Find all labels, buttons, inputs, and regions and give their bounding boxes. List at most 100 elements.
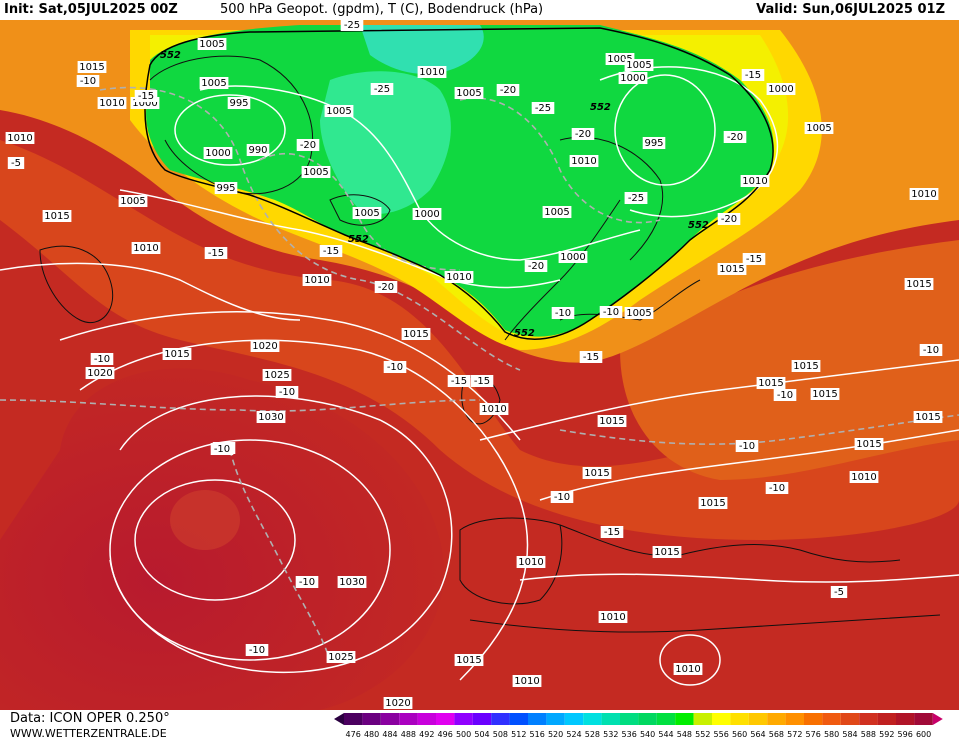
init-time: Init: Sat,05JUL2025 00Z (4, 2, 178, 17)
geopot-label: 552 (348, 234, 369, 245)
legend-value: 500 (456, 730, 471, 739)
legend-value: 592 (879, 730, 894, 739)
legend-swatch (748, 713, 768, 725)
temperature-label-box (383, 361, 407, 373)
temperature-label-text: -10 (603, 307, 619, 318)
temperature-label-box (134, 90, 158, 102)
legend-swatch (896, 713, 915, 725)
pressure-label-box (262, 369, 292, 381)
pressure-label: 1005 (352, 207, 382, 219)
pressure-label-text: 1025 (328, 652, 353, 663)
pressure-label: 1020 (383, 697, 413, 709)
legend-value: 560 (732, 730, 747, 739)
geopot-label: 552 (160, 50, 181, 61)
pressure-label-box (569, 155, 599, 167)
pressure-label-text: 1015 (719, 264, 744, 275)
temperature-label-text: -20 (721, 214, 737, 225)
pressure-label-text: 1010 (851, 472, 876, 483)
color-legend: 476 480 484 488 492 496 500 504 508 512 516 520 524 5… (334, 713, 943, 739)
pressure-label-text: 1005 (354, 208, 379, 219)
temperature-label: -20 (296, 139, 320, 151)
legend-swatch (914, 713, 933, 725)
pressure-label-box (417, 66, 447, 78)
legend-value: 576 (806, 730, 821, 739)
temperature-label-text: -15 (474, 376, 490, 387)
pressure-label-box (479, 403, 509, 415)
legend-value: 528 (585, 730, 600, 739)
pressure-label-text: 1005 (626, 308, 651, 319)
legend-value: 476 (346, 730, 361, 739)
isobar-low-995-east (614, 74, 716, 186)
pressure-label-box (909, 188, 939, 200)
isobar-high-1030-inner (134, 479, 296, 601)
pressure-label: 1010 (302, 274, 332, 286)
temperature-label-box (551, 307, 575, 319)
pressure-label: 1000 (766, 83, 796, 95)
pressure-label: 1005 (624, 59, 654, 71)
isotherm-minus10-high (229, 449, 331, 661)
pressure-label-box (810, 388, 840, 400)
geopot-label: 552 (590, 102, 611, 113)
temperature-label: -10 (765, 482, 789, 494)
pressure-label: 1015 (717, 263, 747, 275)
isobar-1010-europe (479, 359, 959, 441)
pressure-label: 995 (227, 97, 251, 109)
pressure-label-box (849, 471, 879, 483)
pressure-label-text: 995 (216, 183, 235, 194)
footer-bar: Data: ICON OPER 0.250° WWW.WETTERZENTRAL… (0, 710, 959, 741)
pressure-label-text: 1015 (812, 389, 837, 400)
pressure-label-box (698, 497, 728, 509)
pressure-label-text: 1015 (79, 62, 104, 73)
pressure-label-box (162, 348, 192, 360)
pressure-label-text: 1025 (264, 370, 289, 381)
geopot-labels: 552 552 552 552 552 (160, 50, 709, 339)
temperature-label-box (374, 281, 398, 293)
pressure-label-box (77, 61, 107, 73)
legend-value: 484 (382, 730, 397, 739)
temperature-label-box (723, 131, 747, 143)
pressure-label: 1010 (97, 97, 127, 109)
temperature-label: -15 (741, 69, 765, 81)
pressure-label-box (618, 72, 648, 84)
pressure-label: 1010 (569, 155, 599, 167)
pressure-label: 1005 (199, 77, 229, 89)
temperature-label-text: -10 (777, 390, 793, 401)
pressure-label-text: 1015 (856, 439, 881, 450)
pressure-label: 1000 (412, 208, 442, 220)
temperature-label-box (919, 344, 943, 356)
temperature-label-box (599, 306, 623, 318)
pressure-label: 1010 (740, 175, 770, 187)
temperature-label: -15 (742, 253, 766, 265)
temperature-label-box (600, 526, 624, 538)
pressure-label: 1005 (324, 105, 354, 117)
legend-swatch (877, 713, 896, 725)
legend-swatch (804, 713, 823, 725)
legend-value: 556 (714, 730, 729, 739)
pressure-label-text: 1015 (700, 498, 725, 509)
pressure-label-text: 1010 (133, 243, 158, 254)
pressure-label: 1010 (444, 271, 474, 283)
legend-value: 548 (677, 730, 692, 739)
temperature-label: -10 (90, 353, 114, 365)
isobar-low-995-west (174, 94, 286, 166)
pressure-label-text: 1005 (607, 54, 632, 65)
pressure-label-box (598, 611, 628, 623)
legend-swatch (712, 713, 731, 725)
pressure-label-text: 1005 (303, 167, 328, 178)
temperature-label-text: -15 (604, 527, 620, 538)
pressure-label-text: 1000 (132, 98, 157, 109)
pressure-label-text: 1015 (403, 329, 428, 340)
pressure-label-box (791, 360, 821, 372)
legend-value: 540 (640, 730, 655, 739)
legend-swatch (583, 713, 602, 725)
pressure-label: 1015 (162, 348, 192, 360)
temperature-label-box (210, 443, 234, 455)
pressure-label-box (324, 105, 354, 117)
pressure-label: 1010 (479, 403, 509, 415)
pressure-label: 1015 (582, 467, 612, 479)
legend-swatch (399, 713, 418, 725)
pressure-label: 995 (642, 137, 666, 149)
isobar-high-1030 (109, 439, 391, 661)
pressure-label-box (5, 132, 35, 144)
pressure-label: 1015 (904, 278, 934, 290)
